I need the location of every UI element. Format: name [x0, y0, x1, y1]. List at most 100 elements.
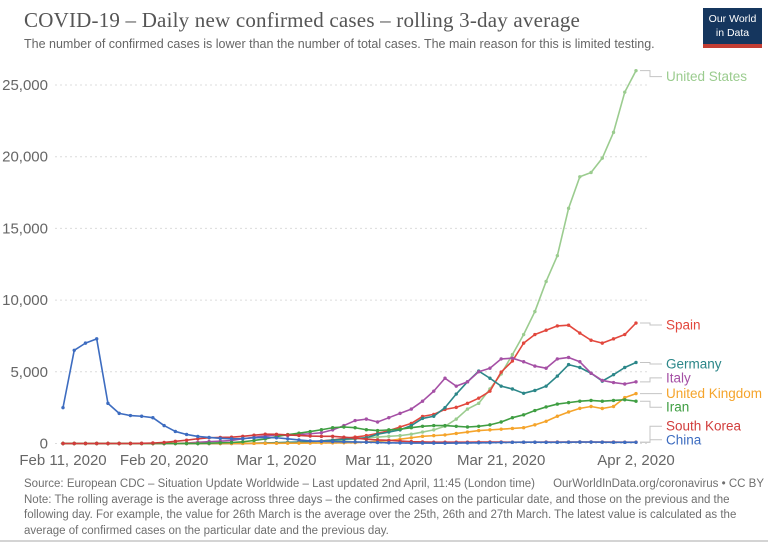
y-tick-label: 10,000 — [2, 292, 48, 309]
data-point — [611, 372, 616, 377]
series-line-united-kingdom — [63, 392, 637, 445]
legend-label-spain[interactable]: Spain — [666, 318, 701, 333]
x-tick-label: Mar 1, 2020 — [236, 452, 316, 469]
data-point — [196, 441, 200, 446]
x-tick-label: Feb 11, 2020 — [19, 452, 106, 469]
data-point — [521, 341, 526, 345]
data-point — [207, 435, 211, 440]
data-point — [566, 410, 571, 414]
data-point — [521, 426, 526, 430]
data-point — [274, 436, 279, 440]
data-point — [533, 364, 537, 368]
chart-svg[interactable]: 0 5,000 10,000 15,000 20,000 25,000 Feb 11, 20… — [0, 55, 768, 477]
data-point — [555, 440, 560, 445]
data-point — [510, 356, 515, 360]
data-point — [184, 441, 189, 446]
data-point — [578, 175, 582, 179]
data-point — [634, 391, 638, 396]
page-title: COVID-19 – Daily new confirmed cases – r… — [24, 8, 581, 32]
data-point — [297, 433, 301, 438]
data-point — [578, 365, 582, 370]
data-point — [611, 380, 616, 385]
data-point — [499, 357, 503, 361]
data-point — [623, 90, 627, 94]
data-point — [184, 438, 189, 442]
data-point — [398, 441, 402, 445]
legend-label-china[interactable]: China — [666, 432, 702, 447]
series-germany: Germany — [61, 356, 722, 446]
data-point — [252, 438, 256, 443]
y-tick-label: 25,000 — [2, 77, 48, 94]
chart-footer: Source: European CDC – Situation Update … — [24, 478, 764, 539]
data-point — [420, 416, 425, 421]
data-point — [488, 376, 492, 380]
data-point — [319, 434, 324, 439]
series-line-germany — [63, 361, 637, 445]
data-point — [319, 431, 324, 435]
legend-label-south-korea[interactable]: South Korea — [666, 419, 742, 434]
data-point — [521, 391, 526, 396]
data-point — [353, 426, 357, 430]
data-point — [263, 441, 267, 446]
data-point — [477, 401, 481, 406]
data-point — [544, 279, 548, 284]
data-point — [510, 359, 515, 363]
data-point — [589, 371, 593, 375]
data-point — [566, 440, 571, 444]
data-point — [510, 352, 515, 357]
data-point — [409, 426, 413, 430]
data-point — [578, 399, 582, 403]
data-point — [387, 428, 391, 432]
data-point — [106, 401, 110, 406]
data-point — [578, 360, 582, 364]
legend-connector — [640, 439, 662, 443]
data-point — [151, 441, 155, 445]
data-point — [83, 441, 88, 446]
data-point — [252, 441, 256, 446]
data-point — [375, 438, 380, 442]
data-point — [128, 441, 133, 446]
data-point — [533, 440, 537, 444]
data-point — [432, 414, 436, 418]
legend-label-united-states[interactable]: United States — [666, 69, 747, 84]
data-point — [578, 440, 582, 444]
source-link[interactable]: OurWorldInData.org/coronavirus • CC BY — [553, 478, 764, 490]
data-point — [533, 309, 537, 314]
legend-label-germany[interactable]: Germany — [666, 356, 722, 371]
legend-label-united-kingdom[interactable]: United Kingdom — [666, 386, 762, 401]
data-point — [319, 428, 324, 432]
data-point — [387, 438, 391, 443]
chart-area[interactable]: 0 5,000 10,000 15,000 20,000 25,000 Feb 11, 20… — [0, 55, 768, 477]
data-point — [566, 355, 571, 360]
x-tick-label: Mar 11, 2020 — [345, 452, 432, 469]
data-point — [443, 433, 447, 437]
owid-logo-stripe — [703, 44, 762, 48]
data-point — [589, 170, 593, 175]
owid-logo[interactable]: Our World in Data — [703, 8, 762, 48]
data-point — [600, 440, 604, 444]
data-point — [409, 432, 413, 436]
data-point — [488, 389, 492, 393]
legend-label-italy[interactable]: Italy — [666, 370, 691, 385]
data-point — [544, 384, 548, 388]
data-point — [364, 440, 369, 444]
data-point — [308, 434, 312, 438]
gridlines: 0 5,000 10,000 15,000 20,000 25,000 — [2, 77, 650, 453]
data-point — [623, 398, 627, 402]
legend-label-iran[interactable]: Iran — [666, 400, 689, 415]
data-point — [364, 428, 369, 432]
data-point — [61, 405, 65, 410]
data-point — [465, 380, 470, 384]
data-point — [477, 424, 481, 428]
data-point — [128, 413, 133, 418]
data-point — [623, 382, 627, 386]
data-point — [521, 360, 526, 364]
data-point — [61, 441, 65, 446]
data-point — [600, 399, 604, 403]
series-line-italy — [63, 356, 637, 445]
data-point — [477, 441, 481, 445]
data-point — [611, 398, 616, 403]
data-point — [432, 441, 436, 445]
data-point — [286, 441, 290, 445]
y-tick-label: 0 — [40, 436, 48, 453]
